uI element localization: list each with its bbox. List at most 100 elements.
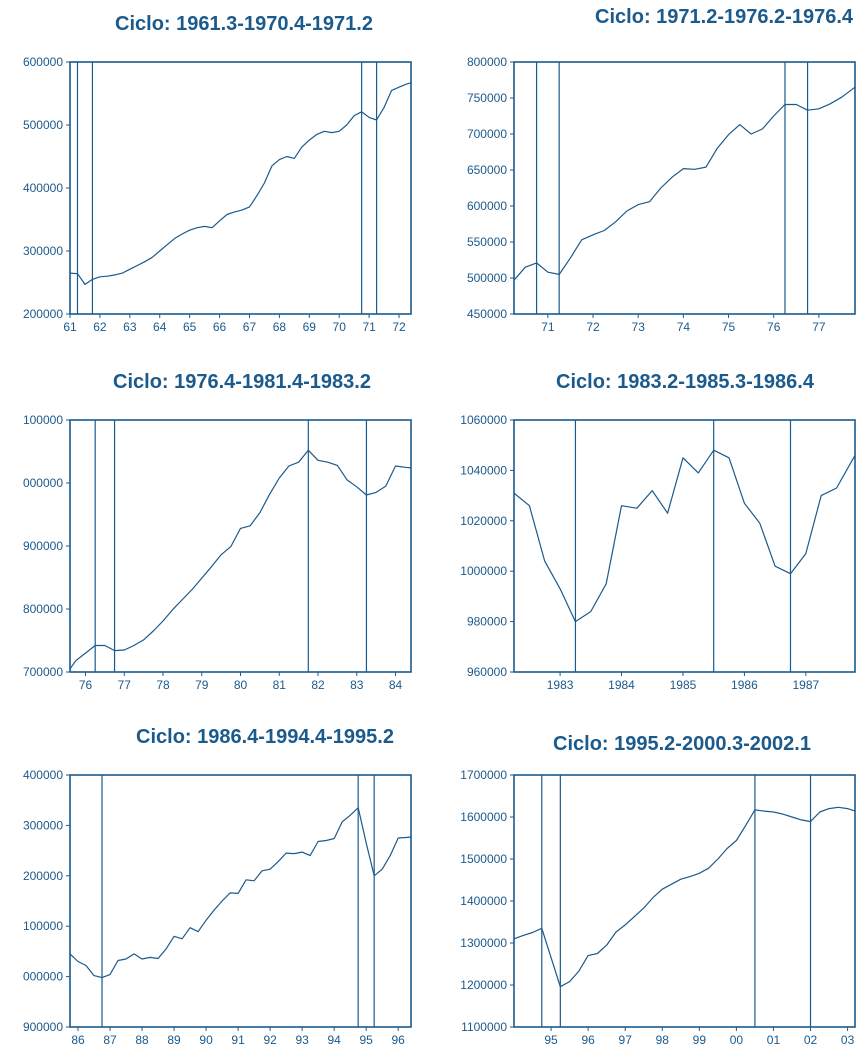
y-tick-label: 960000 — [467, 665, 507, 679]
y-tick-label: 1020000 — [460, 514, 507, 528]
x-tick-label: 97 — [619, 1033, 633, 1047]
x-tick-label: 89 — [167, 1033, 181, 1047]
y-tick-label: 1500000 — [460, 852, 507, 866]
chart-title: Ciclo: 1976.4-1981.4-1983.2 — [113, 371, 371, 393]
series-line — [513, 449, 856, 623]
x-tick-label: 1986 — [731, 678, 758, 692]
plot-frame — [513, 774, 856, 1028]
x-tick-label: 87 — [103, 1033, 117, 1047]
y-tick-label: 1000000 — [460, 564, 507, 578]
x-tick-label: 84 — [389, 678, 403, 692]
x-tick-label: 63 — [123, 320, 137, 334]
x-tick-label: 76 — [79, 678, 93, 692]
x-tick-label: 77 — [118, 678, 132, 692]
y-tick-label: 100000 — [23, 919, 63, 933]
chart-title: Ciclo: 1986.4-1994.4-1995.2 — [136, 726, 394, 748]
x-tick-label: 03 — [841, 1033, 855, 1047]
x-tick-label: 1983 — [547, 678, 574, 692]
y-tick-label: 1400000 — [460, 894, 507, 908]
plot-frame — [513, 61, 856, 315]
chart-panel-1: Ciclo: 1961.3-1970.4-1971.2 200000 300000 4… — [23, 13, 412, 334]
x-tick-label: 96 — [392, 1033, 406, 1047]
y-tick-label: 550000 — [467, 235, 507, 249]
series-line — [69, 82, 412, 285]
y-tick-label: 1060000 — [460, 413, 507, 427]
y-tick-label: 200000 — [23, 307, 63, 321]
x-tick-label: 72 — [392, 320, 406, 334]
plot-frame — [69, 419, 412, 673]
x-tick-label: 65 — [183, 320, 197, 334]
x-tick-label: 96 — [581, 1033, 595, 1047]
y-tick-label: 100000 — [23, 413, 63, 427]
x-tick-label: 79 — [195, 678, 209, 692]
x-tick-label: 76 — [767, 320, 781, 334]
x-tick-label: 71 — [362, 320, 376, 334]
x-tick-label: 77 — [812, 320, 826, 334]
x-tick-label: 95 — [544, 1033, 558, 1047]
x-tick-label: 75 — [722, 320, 736, 334]
y-tick-label: 750000 — [467, 91, 507, 105]
chart-title: Ciclo: 1983.2-1985.3-1986.4 — [556, 371, 815, 393]
x-tick-label: 1984 — [608, 678, 635, 692]
series-line — [69, 449, 412, 670]
y-tick-label: 500000 — [23, 118, 63, 132]
x-tick-label: 93 — [295, 1033, 309, 1047]
x-tick-label: 70 — [333, 320, 347, 334]
x-tick-label: 95 — [359, 1033, 373, 1047]
y-tick-label: 450000 — [467, 307, 507, 321]
x-tick-label: 74 — [677, 320, 691, 334]
x-tick-label: 90 — [199, 1033, 213, 1047]
chart-panel-6: Ciclo: 1995.2-2000.3-2002.1 1100000 120000… — [460, 733, 856, 1047]
y-tick-label: 700000 — [23, 665, 63, 679]
y-tick-label: 1600000 — [460, 810, 507, 824]
x-tick-label: 72 — [586, 320, 600, 334]
x-tick-label: 80 — [234, 678, 248, 692]
x-tick-label: 66 — [213, 320, 227, 334]
chart-title: Ciclo: 1995.2-2000.3-2002.1 — [553, 733, 811, 755]
x-tick-label: 91 — [231, 1033, 245, 1047]
chart-panel-2: Ciclo: 1971.2-1976.2-1976.4 450000 500000 5… — [467, 6, 856, 334]
y-tick-label: 300000 — [23, 818, 63, 832]
y-tick-label: 980000 — [467, 615, 507, 629]
x-tick-label: 61 — [63, 320, 77, 334]
chart-title: Ciclo: 1961.3-1970.4-1971.2 — [115, 13, 373, 35]
x-tick-label: 83 — [350, 678, 364, 692]
y-tick-label: 000000 — [23, 476, 63, 490]
chart-title: Ciclo: 1971.2-1976.2-1976.4 — [595, 6, 854, 28]
x-tick-label: 98 — [656, 1033, 670, 1047]
x-tick-label: 02 — [804, 1033, 818, 1047]
series-line — [513, 86, 856, 281]
y-tick-label: 1300000 — [460, 936, 507, 950]
x-tick-label: 73 — [632, 320, 646, 334]
y-tick-label: 900000 — [23, 1020, 63, 1034]
x-tick-label: 62 — [93, 320, 107, 334]
x-tick-label: 1985 — [670, 678, 697, 692]
x-tick-label: 64 — [153, 320, 167, 334]
x-tick-label: 86 — [71, 1033, 85, 1047]
x-tick-label: 00 — [730, 1033, 744, 1047]
chart-panel-4: Ciclo: 1983.2-1985.3-1986.4 960000 980000 1… — [460, 371, 856, 692]
plot-frame — [513, 419, 856, 673]
x-tick-label: 92 — [263, 1033, 277, 1047]
x-tick-label: 81 — [273, 678, 287, 692]
y-tick-label: 300000 — [23, 244, 63, 258]
x-tick-label: 1987 — [792, 678, 819, 692]
y-tick-label: 200000 — [23, 869, 63, 883]
y-tick-label: 1100000 — [461, 1020, 507, 1034]
y-tick-label: 600000 — [23, 55, 63, 69]
y-tick-label: 400000 — [23, 181, 63, 195]
chart-panel-3: Ciclo: 1976.4-1981.4-1983.2 700000 800000 9… — [23, 371, 412, 692]
plot-frame — [69, 61, 412, 315]
chart-panel-5: Ciclo: 1986.4-1994.4-1995.2 900000 000000 1… — [23, 726, 412, 1047]
plot-frame — [69, 774, 412, 1028]
series-line — [513, 806, 856, 988]
x-tick-label: 71 — [541, 320, 555, 334]
x-tick-label: 82 — [311, 678, 325, 692]
y-tick-label: 400000 — [23, 768, 63, 782]
y-tick-label: 1700000 — [460, 768, 507, 782]
y-tick-label: 900000 — [23, 539, 63, 553]
x-tick-label: 78 — [156, 678, 170, 692]
x-tick-label: 68 — [273, 320, 287, 334]
x-tick-label: 94 — [327, 1033, 341, 1047]
